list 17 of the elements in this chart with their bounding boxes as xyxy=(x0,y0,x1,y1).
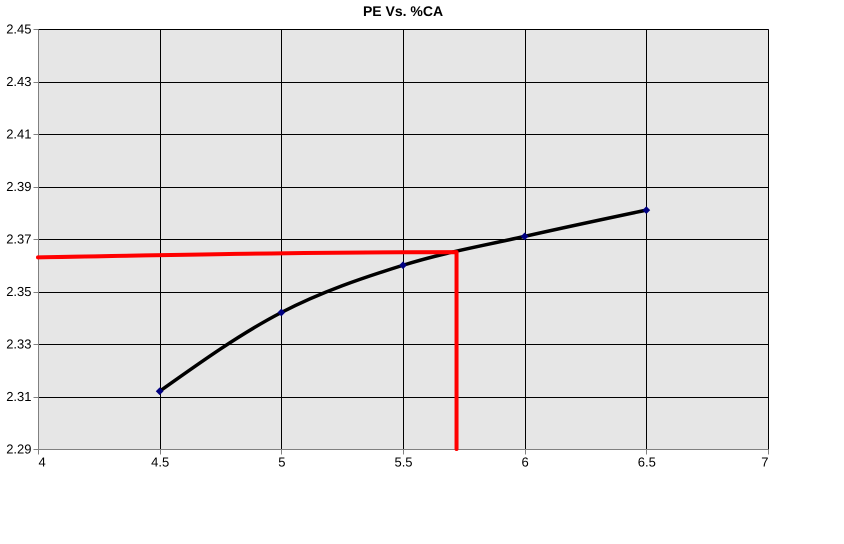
y-tick-label: 2.33 xyxy=(6,336,32,352)
y-tick-label: 2.31 xyxy=(6,389,32,404)
x-tick-label: 4 xyxy=(38,454,46,470)
x-tick-label: 6.5 xyxy=(638,454,656,470)
y-tick-label: 2.29 xyxy=(6,442,32,456)
chart-title: PE Vs. %CA xyxy=(362,3,444,19)
y-tick-label: 2.45 xyxy=(6,22,32,36)
y-tick-label: 2.41 xyxy=(6,126,32,142)
x-tick-label: 7 xyxy=(761,454,768,470)
x-tick-label: 5 xyxy=(278,454,286,470)
y-tick-label: 2.39 xyxy=(6,179,32,194)
y-tick-label: 2.35 xyxy=(6,284,32,299)
x-tick-label: 5.5 xyxy=(394,454,413,470)
x-tick-label: 4.5 xyxy=(151,454,170,470)
y-tick-label: 2.37 xyxy=(6,232,32,246)
x-tick-label: 6 xyxy=(522,454,529,470)
y-tick-label: 2.43 xyxy=(6,74,32,89)
